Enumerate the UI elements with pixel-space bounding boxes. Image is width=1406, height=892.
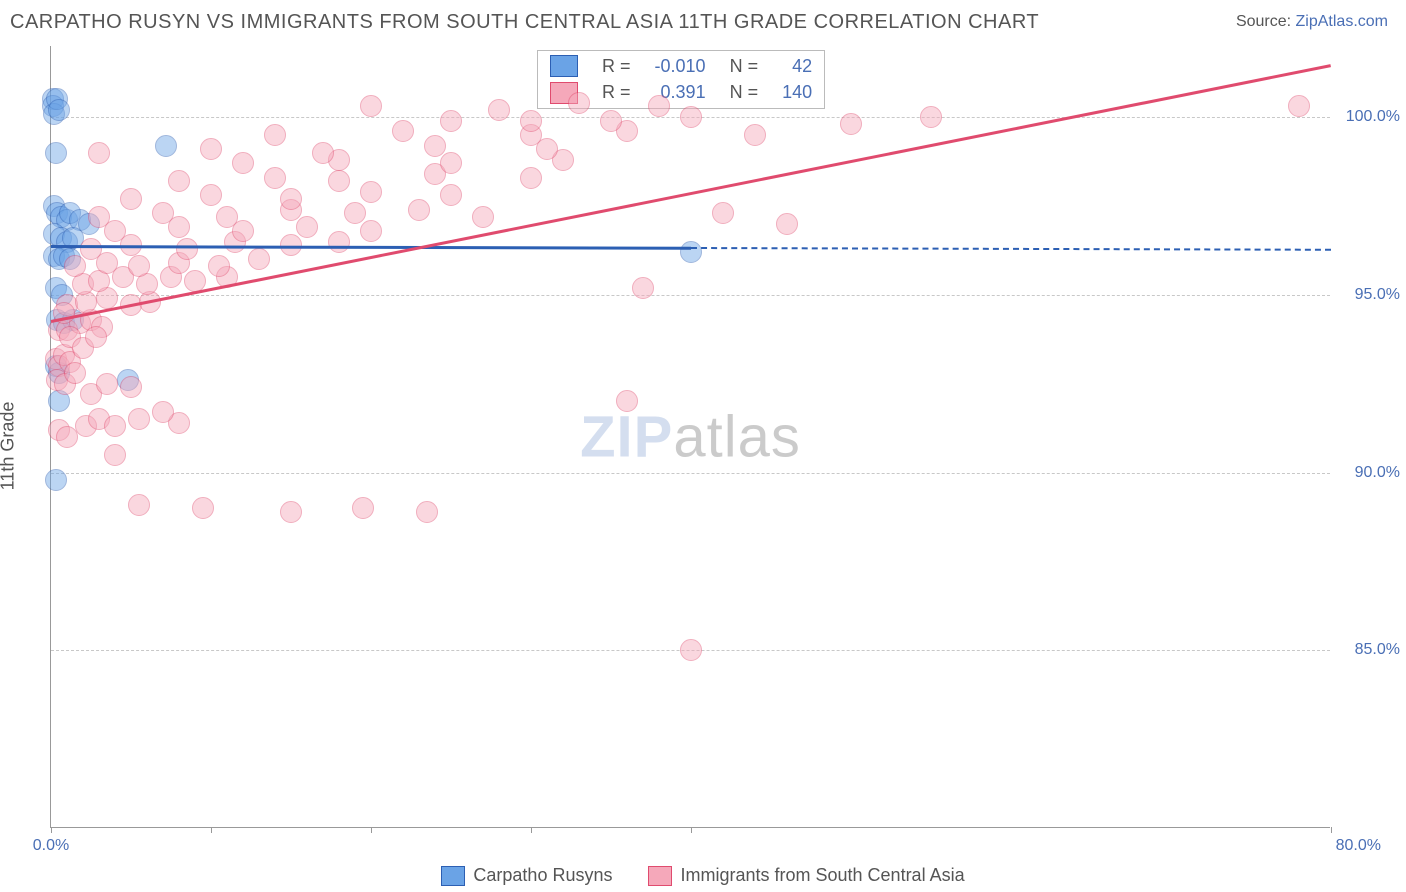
data-point — [352, 497, 374, 519]
data-point — [600, 110, 622, 132]
data-point — [264, 124, 286, 146]
data-point — [472, 206, 494, 228]
data-point — [776, 213, 798, 235]
data-point — [248, 248, 270, 270]
chart-title: CARPATHO RUSYN VS IMMIGRANTS FROM SOUTH … — [10, 11, 1039, 34]
data-point — [155, 135, 177, 157]
data-point — [440, 152, 462, 174]
data-point — [120, 376, 142, 398]
data-point — [312, 142, 334, 164]
data-point — [488, 99, 510, 121]
data-point — [920, 106, 942, 128]
data-point — [216, 206, 238, 228]
data-point — [680, 106, 702, 128]
data-point — [128, 255, 150, 277]
x-tick — [371, 827, 372, 833]
data-point — [680, 241, 702, 263]
data-point — [200, 138, 222, 160]
data-point — [680, 639, 702, 661]
legend-item: Carpatho Rusyns — [441, 865, 612, 886]
data-point — [392, 120, 414, 142]
data-point — [1288, 95, 1310, 117]
y-axis-label: 11th Grade — [0, 402, 19, 491]
data-point — [88, 206, 110, 228]
data-point — [128, 494, 150, 516]
gridline — [51, 295, 1330, 296]
source-attribution: Source: ZipAtlas.com — [1236, 13, 1388, 31]
data-point — [128, 408, 150, 430]
data-point — [840, 113, 862, 135]
data-point — [344, 202, 366, 224]
watermark-zip: ZIP — [580, 404, 673, 469]
data-point — [296, 216, 318, 238]
data-point — [440, 184, 462, 206]
data-point — [85, 326, 107, 348]
trend-line — [691, 247, 1331, 251]
scatter-plot: ZIPatlas R =-0.010N =42R =0.391N =140 85… — [50, 46, 1330, 828]
legend-item: Immigrants from South Central Asia — [648, 865, 964, 886]
data-point — [152, 202, 174, 224]
data-point — [184, 270, 206, 292]
trend-line — [51, 245, 691, 250]
y-tick-label: 95.0% — [1340, 286, 1400, 304]
data-point — [280, 188, 302, 210]
x-tick — [531, 827, 532, 833]
data-point — [120, 188, 142, 210]
data-point — [96, 373, 118, 395]
data-point — [328, 231, 350, 253]
x-tick — [51, 827, 52, 833]
source-label: Source: — [1236, 13, 1291, 30]
data-point — [192, 497, 214, 519]
data-point — [152, 401, 174, 423]
data-point — [280, 501, 302, 523]
data-point — [168, 170, 190, 192]
data-point — [56, 426, 78, 448]
data-point — [568, 92, 590, 114]
gridline — [51, 473, 1330, 474]
data-point — [712, 202, 734, 224]
x-tick-label: 0.0% — [33, 837, 69, 855]
data-point — [408, 199, 430, 221]
data-point — [64, 362, 86, 384]
watermark: ZIPatlas — [580, 403, 801, 470]
data-point — [104, 444, 126, 466]
data-point — [80, 238, 102, 260]
data-point — [45, 469, 67, 491]
y-tick-label: 85.0% — [1340, 641, 1400, 659]
data-point — [360, 95, 382, 117]
x-tick-label: 80.0% — [1336, 837, 1381, 855]
data-point — [416, 501, 438, 523]
data-point — [648, 95, 670, 117]
data-point — [264, 167, 286, 189]
x-tick — [211, 827, 212, 833]
data-point — [45, 142, 67, 164]
y-tick-label: 90.0% — [1340, 464, 1400, 482]
data-point — [208, 255, 230, 277]
data-point — [328, 170, 350, 192]
x-tick — [691, 827, 692, 833]
data-point — [744, 124, 766, 146]
data-point — [48, 99, 70, 121]
x-tick — [1331, 827, 1332, 833]
data-point — [104, 415, 126, 437]
y-tick-label: 100.0% — [1340, 108, 1400, 126]
data-point — [520, 167, 542, 189]
watermark-atlas: atlas — [673, 404, 801, 469]
data-point — [200, 184, 222, 206]
data-point — [232, 152, 254, 174]
data-point — [88, 142, 110, 164]
series-legend: Carpatho Rusyns Immigrants from South Cen… — [0, 865, 1406, 886]
data-point — [440, 110, 462, 132]
data-point — [176, 238, 198, 260]
data-point — [360, 220, 382, 242]
source-value: ZipAtlas.com — [1296, 13, 1388, 30]
data-point — [424, 135, 446, 157]
data-point — [64, 255, 86, 277]
data-point — [360, 181, 382, 203]
data-point — [520, 110, 542, 132]
data-point — [616, 390, 638, 412]
data-point — [632, 277, 654, 299]
